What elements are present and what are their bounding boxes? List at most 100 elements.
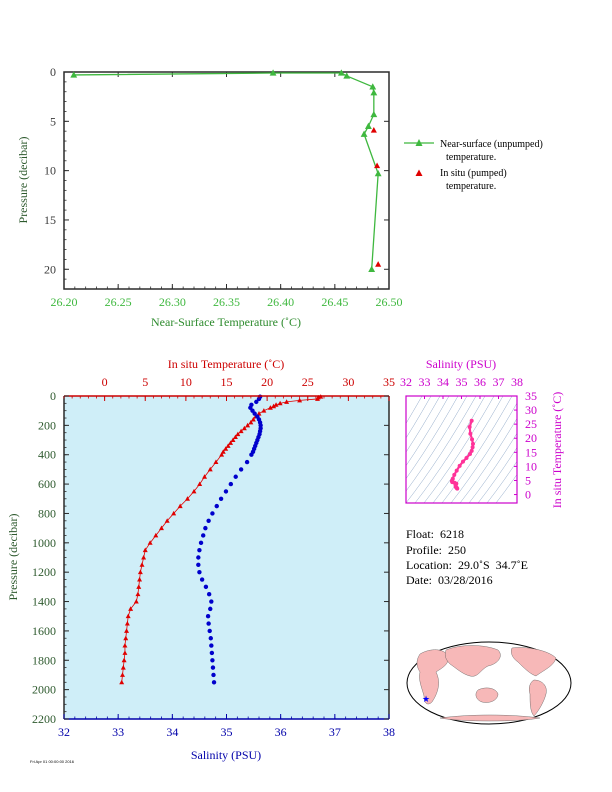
footer-timestamp: Fri Apr 01 00:00:00 2016 <box>30 759 75 764</box>
profile-chart: 0 5 10 15 20 25 30 35 32 33 34 35 36 37 38 0 200 400 600… <box>6 357 395 762</box>
temperature-x-tick-label: 5 <box>142 375 148 389</box>
temperature-point <box>141 554 147 560</box>
ts-density-contour <box>432 396 504 503</box>
map-land-south-america <box>529 679 547 717</box>
ts-density-contour <box>450 402 517 503</box>
temperature-point <box>177 503 183 509</box>
salinity-point <box>252 411 257 416</box>
salinity-point <box>196 562 201 568</box>
temperature-point <box>185 496 190 501</box>
map-land <box>416 645 557 722</box>
salinity-x-tick-label: 36 <box>275 725 287 739</box>
salinity-point <box>199 577 205 582</box>
ts-point <box>464 455 469 460</box>
salinity-point <box>197 569 202 575</box>
temperature-x-tick-label: 35 <box>383 375 395 389</box>
near-surface-x-tick-label: 26.20 <box>51 295 78 309</box>
near-surface-point <box>360 130 368 137</box>
pressure-y-tick-label: 1000 <box>32 536 56 550</box>
ts-density-contour <box>459 417 517 503</box>
temperature-point <box>147 540 153 545</box>
map-land-north-america <box>511 647 557 677</box>
map-land-asia <box>445 645 501 677</box>
temperature-x-ticks: 0 5 10 15 20 25 30 35 <box>63 375 395 401</box>
legend-near-surface-label-2: temperature. <box>446 152 496 163</box>
salinity-point <box>211 672 216 678</box>
salinity-point <box>205 614 211 619</box>
ts-density-contours <box>406 396 517 503</box>
ts-title: Salinity (PSU) <box>426 357 496 371</box>
ts-density-contour <box>406 396 423 424</box>
legend-in-situ-marker <box>415 169 423 176</box>
near-surface-y-tick-label: 10 <box>44 164 56 178</box>
near-surface-y-tick-label: 5 <box>50 114 56 128</box>
salinity-x-tick-label: 33 <box>112 725 124 739</box>
salinity-point <box>198 540 204 546</box>
temperature-x-tick-label: 15 <box>221 375 233 389</box>
ts-y-tick-label: 10 <box>525 459 537 473</box>
ts-point <box>470 437 475 442</box>
temperature-point <box>120 665 126 670</box>
near-surface-y-tick-label: 15 <box>44 213 56 227</box>
ts-density-contour <box>414 396 486 503</box>
temperature-point <box>241 425 247 431</box>
ts-density-contour <box>495 474 517 503</box>
temperature-point <box>121 657 127 663</box>
salinity-x-tick-label: 37 <box>329 725 341 739</box>
in-situ-point <box>370 126 377 133</box>
temperature-point <box>315 396 320 401</box>
pressure-y-tick-label: 400 <box>38 448 56 462</box>
near-surface-x-tick-label: 26.30 <box>159 295 186 309</box>
legend-in-situ-label-1: In situ (pumped) <box>440 168 507 179</box>
ts-y-tick-label: 25 <box>525 417 537 431</box>
temperature-point <box>284 399 290 404</box>
near-surface-point <box>370 110 378 118</box>
profile-title: In situ Temperature (˚C) <box>168 357 285 371</box>
salinity-point <box>196 555 201 560</box>
ts-density-contour <box>468 432 517 503</box>
temperature-point <box>261 408 267 413</box>
ts-point <box>460 459 465 464</box>
near-surface-x-ticks: 26.20 26.25 26.30 26.35 26.40 26.45 26.50 <box>51 72 403 309</box>
pressure-y-ticks: 0 200 400 600 800 1000 1200 1400 1600 1800 2000 220… <box>32 389 389 726</box>
temperature-point <box>267 405 273 410</box>
temperature-point <box>225 443 231 448</box>
near-surface-point <box>70 71 78 78</box>
salinity-point <box>210 511 215 516</box>
near-surface-x-tick-label: 26.50 <box>376 295 403 309</box>
salinity-point <box>256 396 262 402</box>
ts-point <box>469 448 474 453</box>
near-surface-series <box>70 69 382 272</box>
ts-y-tick-label: 30 <box>525 403 537 417</box>
temperature-point <box>164 518 170 523</box>
salinity-point <box>254 399 259 405</box>
ts-y-tick-label: 15 <box>525 445 537 459</box>
salinity-point <box>203 584 209 590</box>
in-situ-point <box>374 162 381 169</box>
temperature-point <box>230 437 236 442</box>
salinity-x-ticks: 32 33 34 35 36 37 38 <box>58 714 395 739</box>
ts-density-contour <box>406 396 468 492</box>
temperature-point <box>273 402 279 407</box>
ts-x-ticks: 32 33 34 35 36 37 38 <box>400 375 523 399</box>
near-surface-x-axis-label: Near-Surface Temperature (˚C) <box>151 315 301 329</box>
salinity-x-tick-label: 38 <box>383 725 395 739</box>
near-surface-point <box>364 122 372 129</box>
temperature-point <box>228 440 234 445</box>
float-id: Float: 6218 <box>406 527 465 541</box>
salinity-point <box>208 606 213 612</box>
ts-density-contour <box>486 460 517 503</box>
temperature-point <box>128 606 134 611</box>
temperature-point <box>220 449 226 454</box>
salinity-point <box>206 592 212 597</box>
temperature-point <box>250 416 256 422</box>
temperature-point <box>122 650 128 655</box>
near-surface-y-tick-label: 0 <box>50 65 56 79</box>
temperature-point <box>133 598 139 604</box>
salinity-point <box>197 547 202 553</box>
salinity-point <box>201 533 206 538</box>
temperature-point <box>124 628 130 633</box>
salinity-x-tick-label: 32 <box>58 725 70 739</box>
near-surface-y-axis-label: Pressure (decibar) <box>16 137 30 224</box>
